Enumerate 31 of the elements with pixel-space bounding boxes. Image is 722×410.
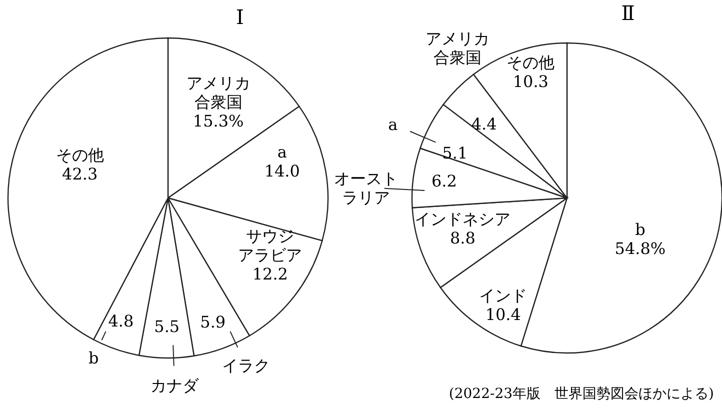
data-label: 5.5 <box>154 316 180 336</box>
slice-label: カナダ <box>150 376 200 396</box>
data-label: 14.0 <box>264 161 300 180</box>
slice-label: b <box>635 220 646 240</box>
chart-title: Ⅱ <box>621 1 635 25</box>
slice-label: イラク <box>222 356 270 375</box>
slice-label: a <box>388 115 398 134</box>
data-label: 10.4 <box>485 304 521 324</box>
data-label: 42.3 <box>62 164 98 184</box>
slice-label: オーストラリア <box>334 168 398 207</box>
slice-label: アメリカ合衆国 <box>426 29 490 68</box>
data-label: 8.8 <box>450 228 476 248</box>
text: (2022-23年版 世界国勢図会ほかによる) <box>448 386 714 402</box>
slice-label: サウジアラビア <box>238 226 302 265</box>
slice-label: インド <box>479 286 528 305</box>
data-label: 4.8 <box>108 311 134 330</box>
slice-label: a <box>277 142 288 162</box>
slice-label: アメリカ合衆国 <box>186 74 250 112</box>
slice-label: インドネシア <box>414 209 511 228</box>
data-label: 54.8% <box>614 239 666 258</box>
slice-label: その他 <box>506 52 555 72</box>
slice-label: b <box>88 348 99 368</box>
data-label: 5.9 <box>200 312 226 332</box>
data-label: 15.3% <box>192 112 244 131</box>
data-label: 6.2 <box>431 172 457 191</box>
data-label: 4.4 <box>471 114 497 134</box>
chart-title: Ⅰ <box>236 5 244 29</box>
data-label: 10.3 <box>512 72 548 91</box>
data-label: 5.1 <box>442 144 468 163</box>
slice-label: その他 <box>56 146 104 165</box>
data-label: 12.2 <box>252 264 288 284</box>
